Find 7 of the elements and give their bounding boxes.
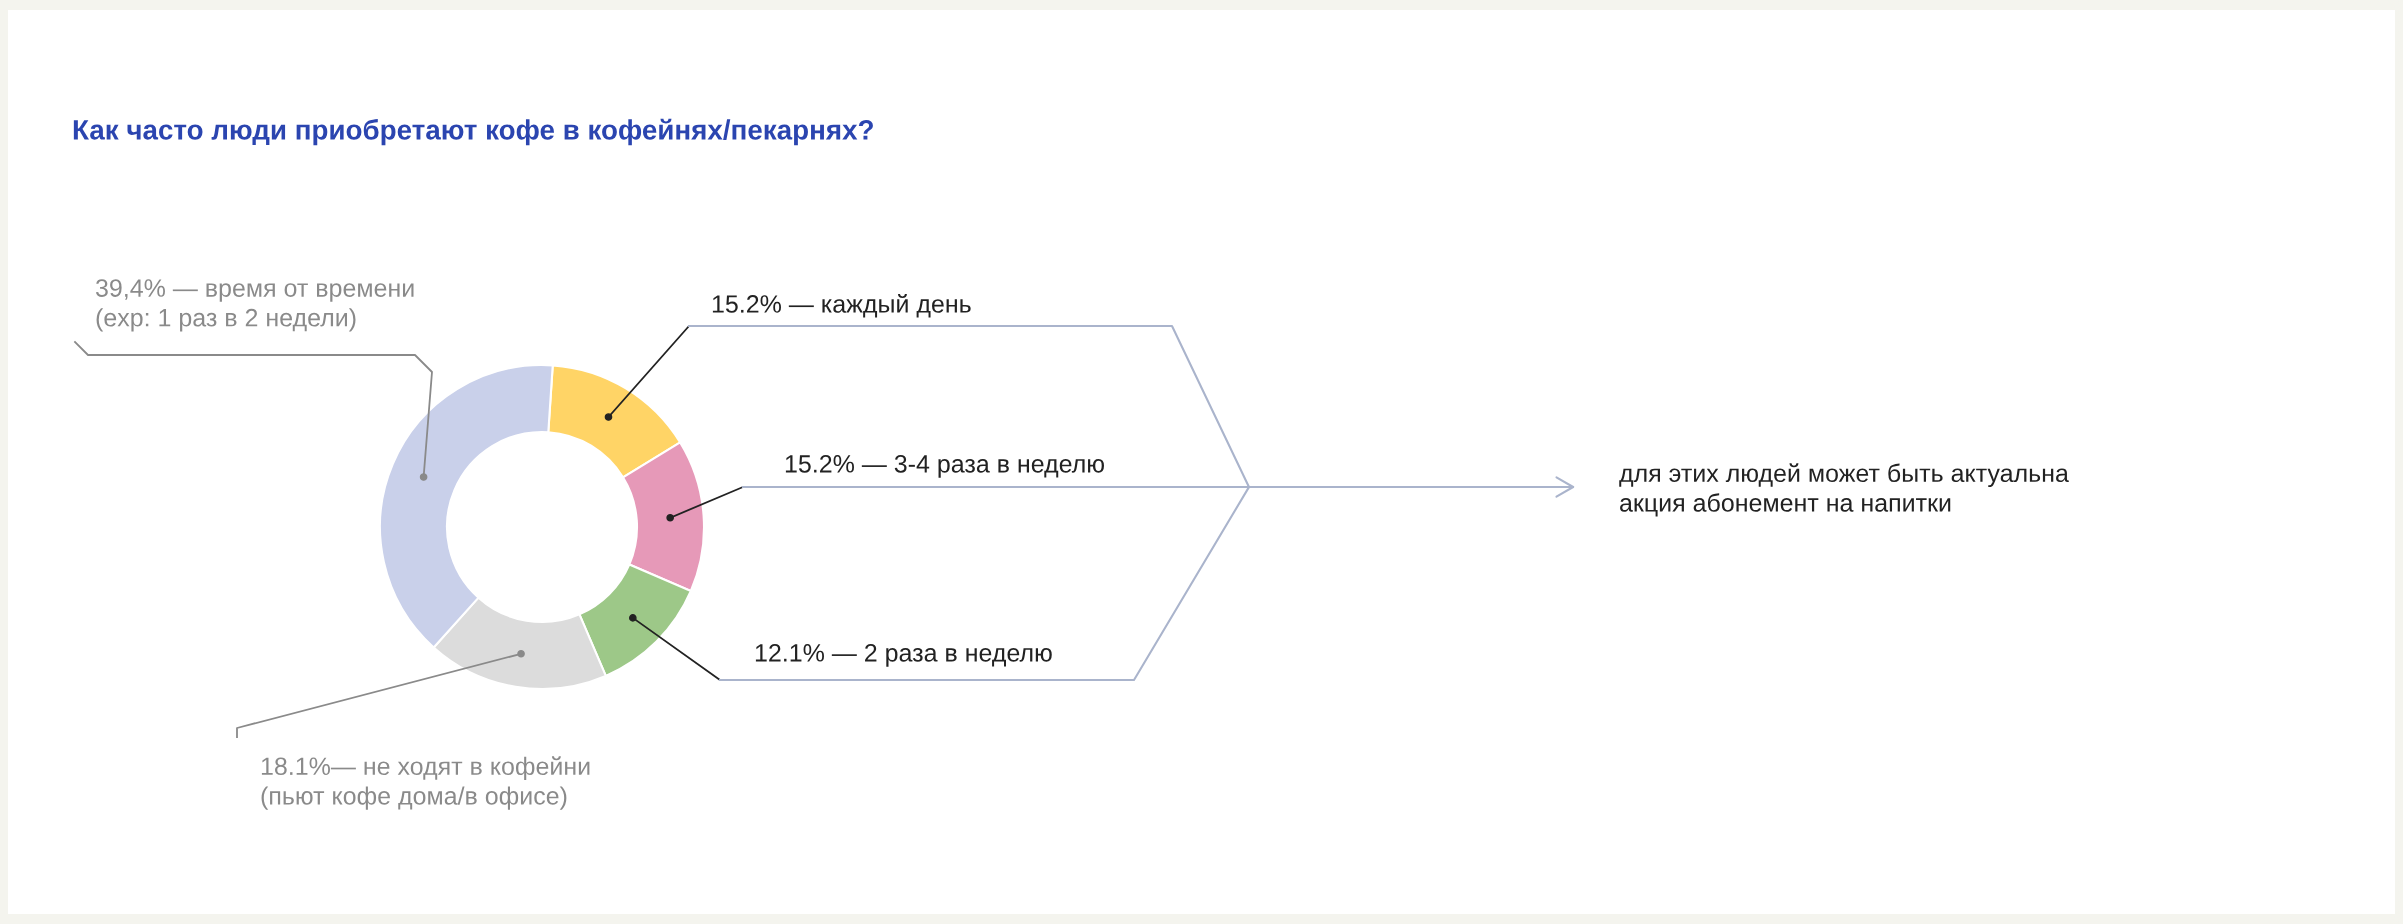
slice-label: 15.2% — 3-4 раза в неделю	[785, 455, 1104, 478]
slice-label: 15.2% — каждый день	[712, 294, 971, 318]
text: для этих людей может быть актуальна акция абонемент на напитки	[1619, 463, 2069, 517]
slice-label: 39,4% — время от времени (exp: 1 раз в 2 недели)	[95, 279, 414, 332]
chart-title: Как часто люди приобретают кофе в кофейнях/пекарнях?	[73, 118, 873, 146]
slice-label: 12.1% — 2 раза в неделю	[755, 644, 1052, 667]
slice-label: 18.1%— не ходят в кофейни (пьют кофе дома/в офисе)	[261, 756, 590, 810]
